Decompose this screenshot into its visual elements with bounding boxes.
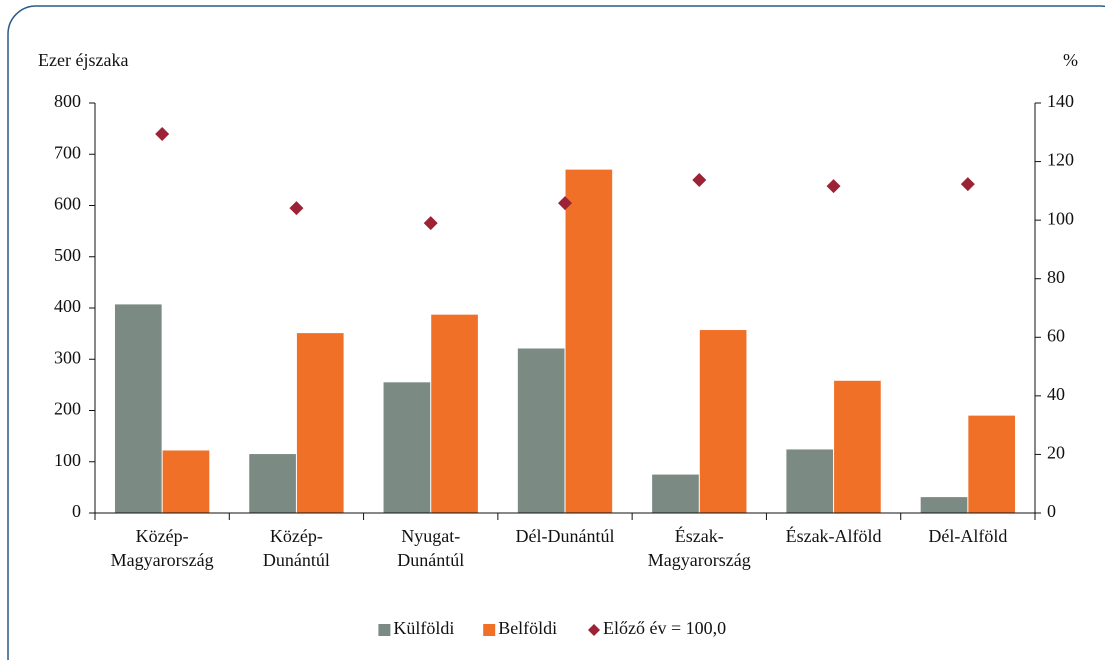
y-tick-label: 0 [72, 501, 81, 521]
bar [565, 169, 613, 513]
point [423, 216, 438, 231]
bar [968, 415, 1016, 513]
y-tick-label: 600 [54, 194, 81, 214]
y2-axis-title: % [1063, 50, 1078, 70]
point [289, 201, 304, 216]
legend-label: Előző év = 100,0 [603, 618, 726, 638]
y2-tick-label: 140 [1047, 91, 1074, 111]
point [155, 127, 170, 142]
bar [652, 474, 699, 513]
y-tick-label: 400 [54, 296, 81, 316]
bar [114, 304, 162, 513]
bar [834, 380, 881, 513]
point [692, 173, 707, 188]
bar [249, 454, 296, 513]
y-axis-title: Ezer éjszaka [38, 50, 128, 70]
x-tick-label: Észak-Alföld [786, 525, 882, 546]
y-tick-label: 800 [54, 91, 81, 111]
x-tick-label: Észak-Magyarország [648, 525, 751, 570]
y2-tick-label: 0 [1047, 501, 1056, 521]
legend-label: Belföldi [498, 618, 557, 638]
bar [431, 314, 478, 513]
y2-tick-label: 100 [1047, 208, 1074, 228]
y-tick-label: 700 [54, 142, 81, 162]
point [558, 196, 572, 211]
x-tick-label: Dél-Alföld [928, 526, 1007, 546]
bar [786, 449, 834, 513]
legend-marker [378, 624, 391, 636]
bar [920, 497, 968, 513]
legend-marker [588, 624, 600, 636]
point [826, 179, 841, 194]
y2-tick-label: 120 [1047, 150, 1074, 170]
point [960, 177, 975, 192]
y-tick-label: 500 [54, 245, 81, 265]
legend-marker [483, 624, 496, 636]
y-tick-label: 100 [54, 450, 81, 470]
bar [296, 333, 344, 513]
y2-tick-label: 40 [1047, 384, 1065, 404]
bar [383, 382, 431, 513]
x-tick-label: Közép-Magyarország [111, 526, 214, 570]
bar [699, 330, 747, 513]
y2-tick-label: 60 [1047, 325, 1065, 345]
y-tick-label: 300 [54, 347, 81, 367]
y2-tick-label: 80 [1047, 267, 1065, 287]
bar [162, 450, 210, 513]
legend-label: Külföldi [393, 618, 454, 638]
y2-tick-label: 20 [1047, 443, 1065, 463]
x-tick-label: Dél-Dunántúl [516, 526, 615, 546]
x-tick-label: Közép-Dunántúl [263, 526, 330, 570]
x-tick-label: Nyugat-Dunántúl [397, 526, 464, 570]
bar [517, 348, 565, 513]
y-tick-label: 200 [54, 399, 81, 419]
